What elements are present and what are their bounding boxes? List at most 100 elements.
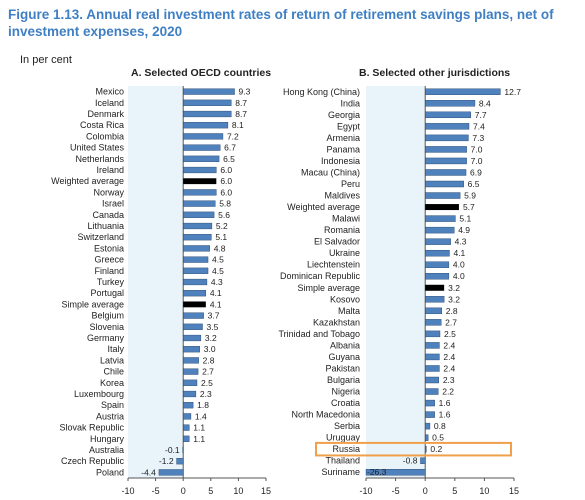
data-bar <box>425 284 445 291</box>
value-label: 2.5 <box>201 378 213 388</box>
data-bar <box>425 157 467 165</box>
data-bar <box>425 100 476 107</box>
data-bar <box>182 133 224 140</box>
category-label: Thailand <box>325 456 360 466</box>
value-label: 3.2 <box>205 333 217 343</box>
category-label: Israel <box>102 199 124 209</box>
x-tick-label: -10 <box>121 486 134 496</box>
value-label: 4.0 <box>453 260 465 270</box>
category-label: Turkey <box>97 277 125 287</box>
data-bar <box>420 457 426 464</box>
value-label: 7.0 <box>471 144 483 154</box>
data-bar <box>182 402 194 409</box>
data-bar <box>425 342 440 349</box>
data-bar <box>158 469 184 476</box>
category-label: Suriname <box>321 467 360 477</box>
category-label: Belgium <box>91 311 124 321</box>
category-label: Indonesia <box>321 156 360 166</box>
value-label: 7.0 <box>471 156 483 166</box>
category-label: El Salvador <box>314 237 360 247</box>
data-bar <box>425 330 441 338</box>
data-bar <box>425 319 442 326</box>
data-bar <box>182 200 216 207</box>
value-label: 1.6 <box>439 410 451 420</box>
category-label: Ukraine <box>329 248 360 258</box>
data-bar <box>182 189 217 196</box>
category-label: Macau (China) <box>301 167 360 177</box>
data-bar <box>182 323 203 330</box>
category-label: Finland <box>94 266 124 276</box>
data-bar <box>425 111 471 119</box>
value-label: 3.2 <box>448 294 460 304</box>
x-tick-label: 15 <box>509 486 519 496</box>
value-label: 2.8 <box>446 306 458 316</box>
value-label: 2.4 <box>443 340 455 350</box>
category-label: Liechtenstein <box>307 260 360 270</box>
panel-a-title: A. Selected OECD countries <box>131 67 272 79</box>
value-label: 2.4 <box>443 352 455 362</box>
plot-background <box>128 86 184 478</box>
data-bar <box>425 422 431 430</box>
category-label: Lithuania <box>87 221 124 231</box>
value-label: 6.7 <box>224 143 236 153</box>
category-label: Portugal <box>90 288 124 298</box>
panel-a-plot: -10 -5 0 5 10 15 Mexico 9.3 Iceland 8.7 Denmark 8.7… <box>51 86 271 496</box>
category-label: Slovak Republic <box>59 423 124 433</box>
value-label: 2.7 <box>445 317 457 327</box>
value-label: 5.1 <box>459 214 471 224</box>
value-label: 2.8 <box>203 355 215 365</box>
category-label: United States <box>70 143 125 153</box>
value-label: 0.2 <box>430 444 442 454</box>
category-label: Korea <box>100 378 124 388</box>
value-label: 8.7 <box>235 98 247 108</box>
data-bar <box>182 357 199 364</box>
value-label: 4.1 <box>210 288 222 298</box>
category-label: Simple average <box>61 299 124 309</box>
x-tick-label: 15 <box>261 486 271 496</box>
category-label: Maldives <box>324 191 360 201</box>
x-tick-label: 0 <box>423 486 428 496</box>
category-label: Ireland <box>96 165 124 175</box>
category-label: Australia <box>89 445 124 455</box>
highlight-box <box>315 441 512 457</box>
category-label: Spain <box>101 400 124 410</box>
data-bar <box>182 222 213 230</box>
data-bar <box>425 296 445 303</box>
value-label: 1.8 <box>197 400 209 410</box>
data-bar <box>425 215 456 222</box>
category-label: Pakistan <box>325 363 360 373</box>
category-label: India <box>340 98 360 108</box>
data-bar <box>182 256 209 263</box>
data-bar <box>182 334 202 342</box>
category-label: Malawi <box>332 214 360 224</box>
value-label: 6.0 <box>220 187 232 197</box>
category-label: Denmark <box>87 109 124 119</box>
category-label: Latvia <box>100 355 124 365</box>
category-label: Panama <box>326 144 360 154</box>
data-bar <box>182 155 220 162</box>
category-label: Egypt <box>337 121 361 131</box>
value-label: 2.3 <box>443 375 455 385</box>
value-label: 2.7 <box>202 367 214 377</box>
category-label: Costa Rica <box>80 120 124 130</box>
data-bar <box>182 346 200 353</box>
category-label: Peru <box>341 179 360 189</box>
value-label: 1.1 <box>193 423 205 433</box>
panel-b-title: B. Selected other jurisdictions <box>359 67 511 79</box>
category-label: Kosovo <box>330 294 360 304</box>
data-bar <box>425 249 450 257</box>
value-label: 2.3 <box>200 389 212 399</box>
value-label: 5.8 <box>219 199 231 209</box>
category-label: Austria <box>96 411 124 421</box>
value-label: 5.2 <box>216 221 228 231</box>
category-label: Colombia <box>86 131 124 141</box>
value-label: 12.7 <box>504 87 521 97</box>
value-label: 7.3 <box>472 133 484 143</box>
value-label: 4.1 <box>453 248 465 258</box>
category-label: Russia <box>332 444 360 454</box>
value-label: 5.9 <box>464 191 476 201</box>
category-label: Croatia <box>331 398 360 408</box>
value-label: 6.5 <box>468 179 480 189</box>
x-tick-label: 10 <box>479 486 489 496</box>
data-bar <box>425 169 467 176</box>
